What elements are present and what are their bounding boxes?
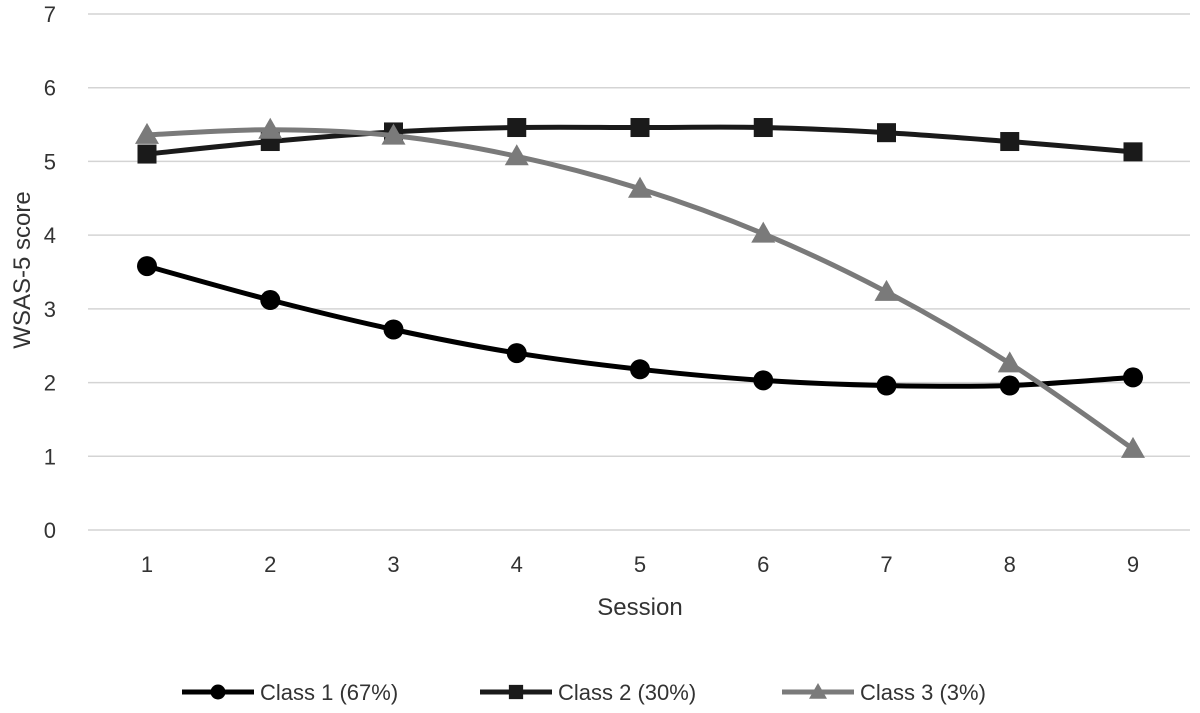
data-point-square-6	[753, 118, 773, 138]
data-point-triangle-1	[135, 122, 159, 144]
series-3	[135, 117, 1145, 458]
data-point-circle-2	[260, 290, 281, 311]
x-tick-labels: 1 2 3 4 5 6 7 8 9	[141, 552, 1139, 577]
legend-item-2: Class 2 (30%)	[480, 680, 696, 705]
data-point-circle-8	[999, 375, 1020, 396]
data-point-square-9	[1123, 142, 1143, 162]
x-tick-label: 9	[1127, 552, 1139, 577]
data-point-circle-4	[506, 343, 527, 364]
y-tick-label: 2	[44, 371, 56, 396]
y-tick-label: 1	[44, 444, 56, 469]
data-point-circle-1	[137, 256, 157, 277]
y-tick-label: 6	[44, 76, 56, 101]
y-tick-labels: 0 1 2 3 4 5 6 7	[44, 2, 56, 543]
y-axis-title: WSAS-5 score	[9, 191, 36, 348]
y-tick-label: 5	[44, 149, 56, 174]
data-point-circle-6	[753, 370, 774, 391]
data-point-triangle-2	[258, 117, 283, 139]
data-point-square-1	[137, 144, 157, 164]
series-2	[137, 118, 1143, 164]
x-tick-label: 5	[634, 552, 646, 577]
data-point-triangle-4	[504, 144, 529, 166]
y-tick-label: 0	[44, 518, 56, 543]
data-point-triangle-5	[628, 176, 652, 198]
x-tick-label: 1	[141, 552, 153, 577]
legend-label: Class 2 (30%)	[558, 680, 696, 705]
data-point-circle-5	[630, 359, 650, 380]
data-point-triangle-8	[997, 351, 1022, 373]
x-axis-title: Session	[597, 594, 682, 621]
data-point-square-4	[507, 118, 527, 138]
legend-item-3: Class 3 (3%)	[782, 680, 986, 705]
data-point-circle-7	[876, 375, 897, 396]
y-tick-label: 7	[44, 2, 56, 27]
y-tick-label: 4	[44, 223, 56, 248]
x-tick-label: 4	[511, 552, 523, 577]
data-point-triangle-3	[381, 123, 406, 145]
data-point-square-7	[877, 123, 896, 143]
data-point-circle-9	[1123, 367, 1143, 388]
x-tick-label: 2	[264, 552, 276, 577]
data-point-triangle-9	[1121, 436, 1145, 458]
legend: Class 1 (67%) Class 2 (30%) Class 3 (3%)	[182, 680, 986, 705]
data-point-triangle-6	[751, 221, 776, 243]
grid-lines	[88, 13, 1190, 531]
data-point-square-5	[630, 118, 650, 138]
legend-label: Class 1 (67%)	[260, 680, 398, 705]
legend-marker-square	[508, 684, 524, 700]
series-lines	[135, 117, 1145, 458]
legend-marker-triangle	[809, 683, 827, 699]
legend-label: Class 3 (3%)	[860, 680, 986, 705]
x-tick-label: 3	[387, 552, 399, 577]
x-tick-label: 6	[757, 552, 769, 577]
data-point-triangle-7	[874, 279, 899, 301]
legend-marker-circle	[210, 684, 226, 700]
series-1	[137, 256, 1143, 396]
data-point-circle-3	[383, 319, 404, 340]
data-point-square-8	[1000, 132, 1020, 152]
legend-item-1: Class 1 (67%)	[182, 680, 398, 705]
y-tick-label: 3	[44, 297, 56, 322]
x-tick-label: 7	[880, 552, 892, 577]
x-tick-label: 8	[1004, 552, 1016, 577]
